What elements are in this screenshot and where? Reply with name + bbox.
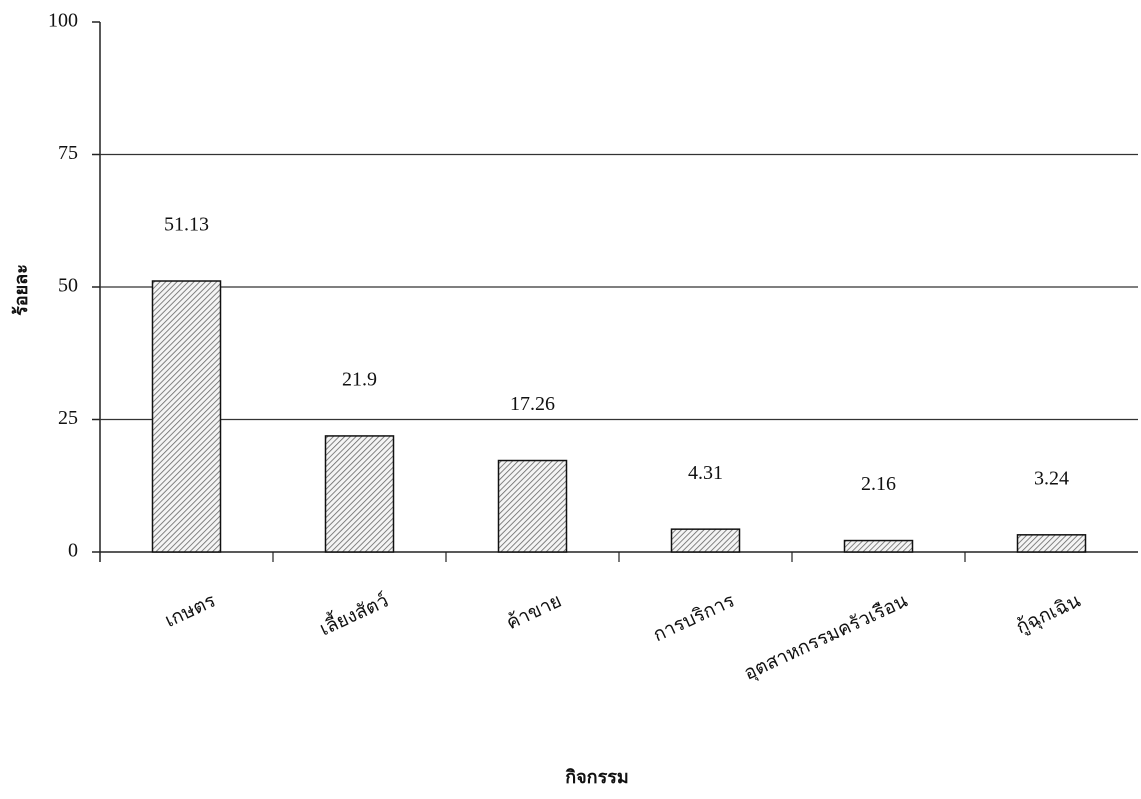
bar	[843, 539, 914, 553]
bar	[670, 528, 741, 553]
y-tick-label: 75	[58, 142, 78, 164]
bar	[151, 280, 222, 553]
y-tick-label: 25	[58, 407, 78, 429]
value-label: 2.16	[861, 473, 896, 495]
bar	[324, 435, 395, 553]
x-tick-label: ค้าขาย	[503, 590, 565, 635]
y-axis-title: ร้อยละ	[11, 264, 32, 316]
value-label: 51.13	[164, 214, 209, 236]
y-tick-label: 100	[48, 10, 78, 32]
x-tick-label: เกษตร	[162, 590, 219, 632]
value-label: 3.24	[1034, 467, 1069, 489]
x-tick-label: เลี้ยงสัตว์	[315, 587, 392, 641]
bar	[497, 459, 568, 553]
y-tick-label: 50	[58, 275, 78, 297]
value-label: 17.26	[510, 393, 555, 415]
bar	[1016, 534, 1087, 553]
value-label: 4.31	[688, 462, 723, 484]
x-tick-label: กู้ฉุกเฉิน	[1013, 590, 1085, 640]
x-axis-title: กิจกรรม	[565, 767, 629, 788]
x-tick-label: อุตสาหกรรมครัวเรือน	[741, 590, 912, 686]
x-tick-label: การบริการ	[650, 590, 738, 647]
value-label: 21.9	[342, 369, 377, 391]
y-tick-label: 0	[68, 540, 78, 562]
